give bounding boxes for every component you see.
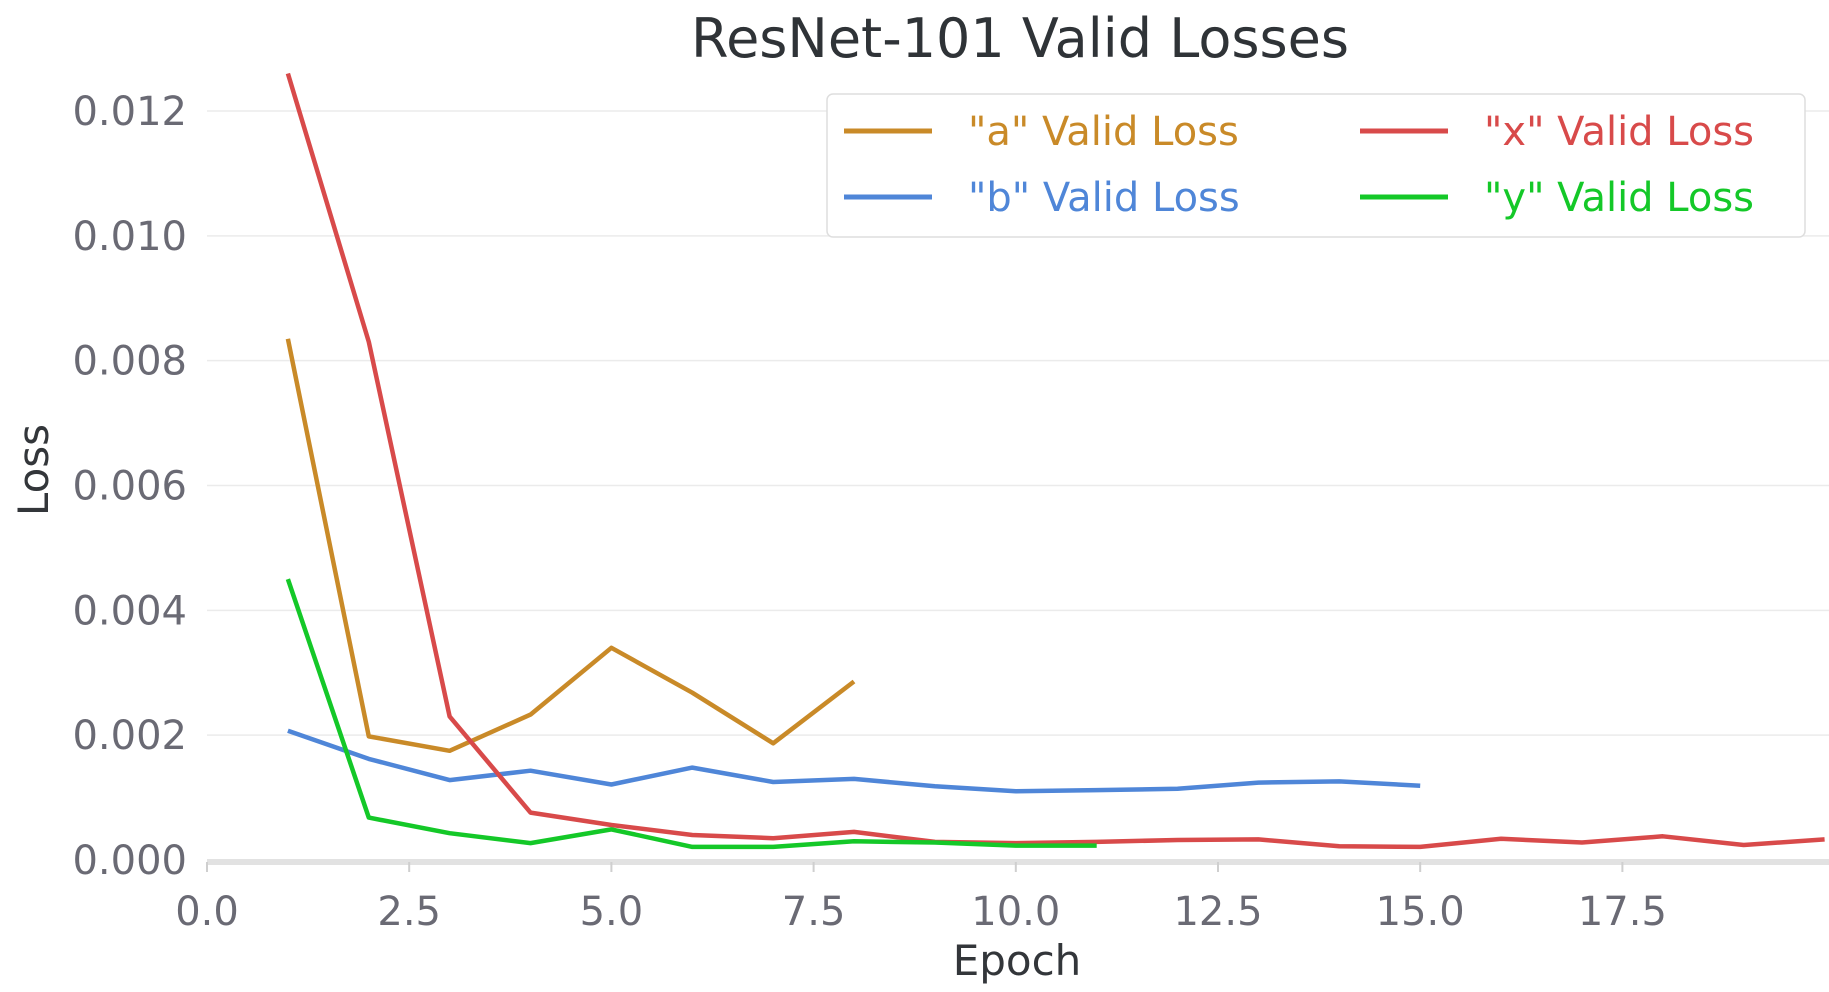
x-tick-label: 10.0 [971,889,1060,935]
legend-label-1: "b" Valid Loss [968,175,1240,221]
y-tick-label: 0.012 [72,89,187,135]
series-line-1 [287,728,1421,794]
axes [206,859,1829,872]
x-axis-label: Epoch [953,936,1082,985]
x-tick-label: 0.0 [175,889,239,935]
x-tick-label: 2.5 [377,889,441,935]
x-tick-label: 12.5 [1173,889,1262,935]
y-tick-label: 0.006 [72,464,187,510]
y-tick-label: 0.008 [72,339,187,385]
legend: "a" Valid Loss "b" Valid Loss "x" Valid Lo… [826,93,1806,238]
x-tick-label: 7.5 [782,889,846,935]
y-tick-label: 0.002 [72,713,187,759]
legend-box [826,93,1806,238]
chart-title: ResNet-101 Valid Losses [691,7,1349,70]
series-line-0 [285,338,856,754]
y-tick-label: 0.010 [72,214,187,260]
legend-label-0: "a" Valid Loss [968,109,1239,155]
legend-label-2: "x" Valid Loss [1484,109,1754,155]
x-tick-label: 15.0 [1376,889,1465,935]
x-tick-label: 5.0 [580,889,644,935]
legend-label-3: "y" Valid Loss [1484,175,1754,221]
series-line-3 [285,578,1097,850]
series-lines [285,72,1825,850]
tick-labels: 0.000 0.002 0.004 0.006 0.008 0.010 0.012 0.0 2.… [72,89,1666,935]
y-tick-label: 0.004 [72,588,187,634]
series-line-2 [285,72,1825,850]
y-axis-label: Loss [9,424,58,516]
y-tick-label: 0.000 [72,838,187,884]
x-tick-label: 17.5 [1578,889,1667,935]
